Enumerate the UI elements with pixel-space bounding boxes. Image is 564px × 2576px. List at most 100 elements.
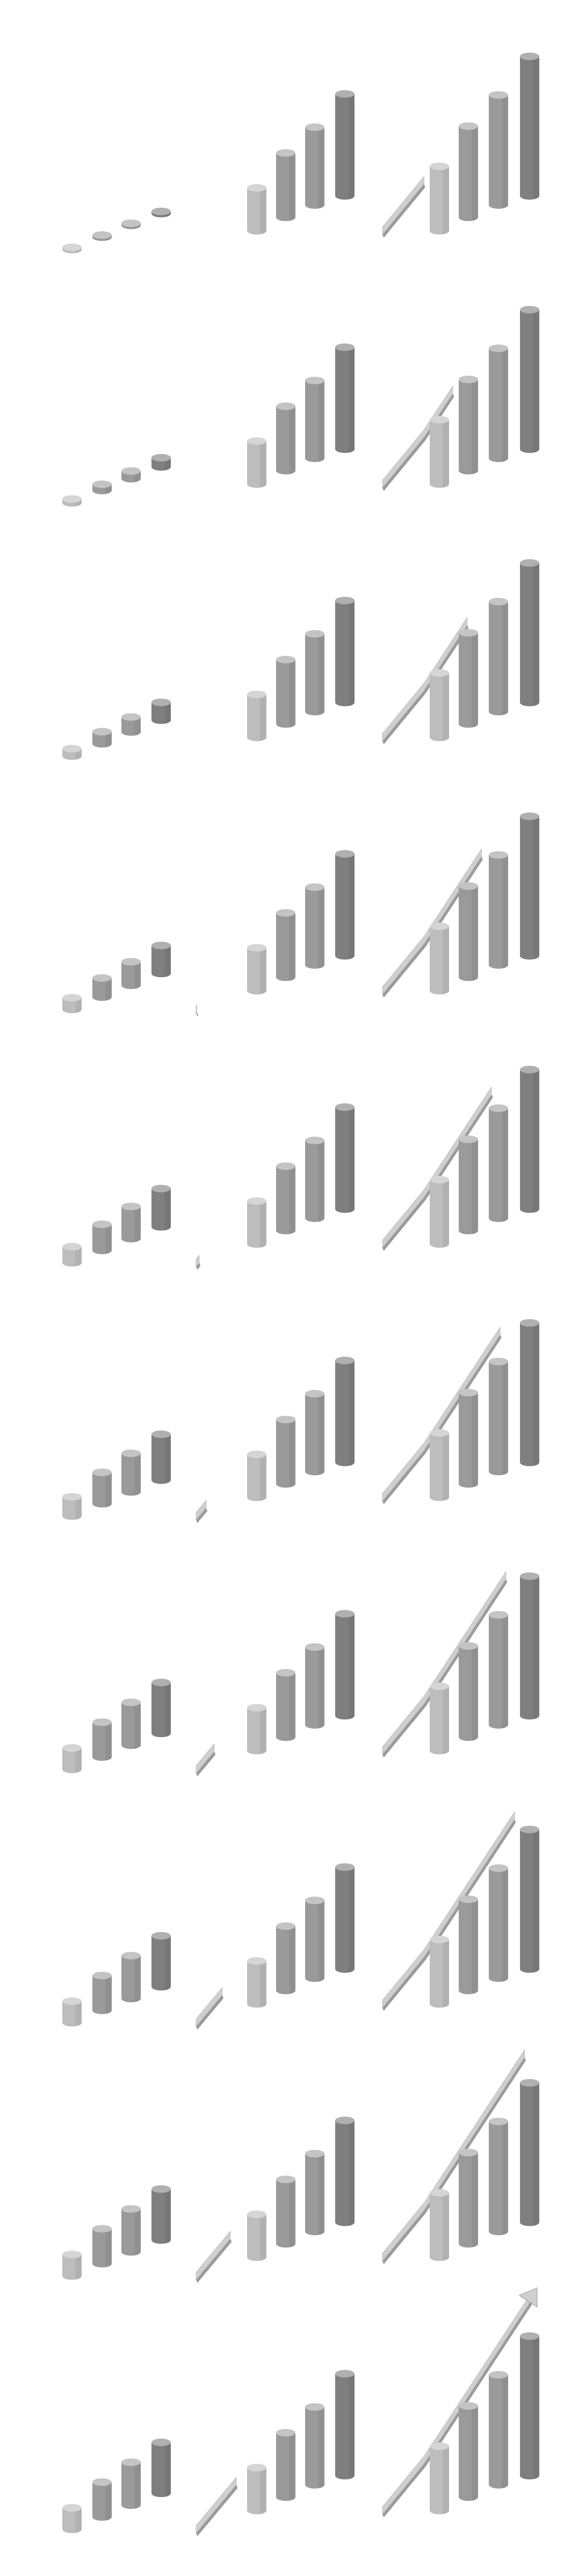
arrow-ribbon-face [382, 2049, 525, 2262]
cylinder-cap [247, 691, 266, 698]
cylinder-shade [472, 1646, 478, 1741]
group-c-cylinder [489, 1611, 508, 1729]
animation-frame [62, 2287, 539, 2536]
cylinder-cap [247, 1957, 266, 1965]
cylinder-shade [502, 602, 508, 715]
group-a-cylinder [151, 1932, 171, 1990]
cylinder-cap [335, 90, 355, 98]
group-b-cylinder [276, 1162, 295, 1234]
cylinder-shade [75, 2255, 82, 2280]
cylinder-body [430, 926, 449, 994]
cylinder-body [520, 2083, 539, 2226]
animation-frame [62, 1066, 539, 1270]
cylinder-shade [502, 1615, 508, 1729]
cylinder-body [247, 1961, 266, 2008]
cylinder-shade [289, 2433, 295, 2501]
cylinder-shade [443, 1940, 449, 2008]
group-b-cylinder [305, 2150, 324, 2235]
group-a-cylinder [151, 698, 171, 724]
arrow-ribbon-side [196, 2238, 232, 2283]
cylinder-body [430, 2193, 449, 2261]
main-growth-arrow [382, 1571, 508, 1758]
arrow-ribbon-face [196, 1499, 207, 1521]
group-b-cylinder [247, 944, 266, 994]
cylinder-cap [489, 1611, 508, 1619]
left-growth-arrow [196, 1004, 198, 1016]
group-b-cylinder [335, 2370, 355, 2479]
group-b-cylinder [247, 691, 266, 741]
cylinder-body [276, 913, 295, 981]
group-c-cylinder [489, 851, 508, 969]
cylinder-cap [489, 1358, 508, 1365]
cylinder-body [276, 660, 295, 728]
group-b-cylinder [276, 402, 295, 474]
cylinder-shade [134, 1702, 141, 1749]
cylinder-cap [62, 1493, 82, 1501]
cylinder-shade [289, 153, 295, 221]
cylinder-shade [348, 1360, 355, 1466]
cylinder-cap [335, 2117, 355, 2124]
group-c-cylinder [459, 1136, 478, 1234]
cylinder-cap [151, 1932, 171, 1940]
group-b-cylinder [335, 343, 355, 453]
arrow-ribbon-face [382, 848, 482, 996]
cylinder-shade [134, 1453, 141, 1496]
group-b-cylinder [335, 2117, 355, 2226]
cylinder-body [151, 1188, 171, 1231]
cylinder-cap [335, 1863, 355, 1871]
group-c-cylinder [489, 345, 508, 462]
cylinder-cap [430, 2189, 449, 2197]
cylinder-shade [318, 2407, 324, 2489]
cylinder-shade [105, 2482, 112, 2521]
group-c-cylinder [520, 1826, 539, 1973]
cylinder-shade [260, 441, 266, 488]
cylinder-body [62, 1497, 82, 1520]
group-a-cylinder [121, 2458, 141, 2509]
cylinder-shade [443, 1433, 449, 1501]
arrow-ribbon-side [196, 2485, 238, 2536]
cylinder-body [520, 56, 539, 200]
cylinder-body [335, 347, 355, 453]
group-a-cylinder [62, 1493, 82, 1520]
cylinder-shade [533, 816, 539, 960]
cylinder-shade [134, 717, 141, 736]
cylinder-body [151, 1936, 171, 1990]
group-a-cylinder [92, 1972, 112, 2014]
cylinder-body [305, 1140, 324, 1222]
cylinder-cap [121, 219, 141, 227]
cylinder-cap [489, 851, 508, 859]
cylinder-body [121, 2209, 141, 2256]
group-b-cylinder [276, 1416, 295, 1488]
arrow-ribbon-side [196, 1995, 224, 2030]
cylinder-body [151, 1682, 171, 1737]
arrow-ribbon-face [196, 1743, 215, 1774]
cylinder-shade [289, 1673, 295, 1741]
cylinder-cap [276, 1922, 295, 1930]
cylinder-body [335, 1867, 355, 1973]
cylinder-shade [502, 1868, 508, 1982]
cylinder-cap [430, 1429, 449, 1437]
cylinder-body [247, 948, 266, 994]
cylinder-cap [459, 1136, 478, 1143]
cylinder-shade [105, 731, 112, 748]
cylinder-body [247, 2468, 266, 2514]
cylinder-shade [348, 601, 355, 706]
group-a-cylinder [62, 2504, 82, 2533]
arrow-ribbon-side [196, 1507, 208, 1523]
cylinder-body [305, 380, 324, 462]
cylinder-cap [62, 495, 82, 503]
cylinder-shade [260, 2214, 266, 2261]
group-a-cylinder [121, 467, 141, 482]
cylinder-cap [247, 944, 266, 952]
group-a-cylinder [92, 974, 112, 1001]
cylinder-body [335, 1107, 355, 1213]
cylinder-cap [276, 1416, 295, 1423]
cylinder-cap [520, 813, 539, 820]
cylinder-body [335, 2374, 355, 2479]
cylinder-cap [520, 306, 539, 313]
cylinder-shade [502, 1362, 508, 1475]
cylinder-shade [75, 1247, 82, 1267]
cylinder-shade [164, 1936, 171, 1990]
group-c-cylinder [459, 629, 478, 728]
cylinder-body [520, 563, 539, 706]
